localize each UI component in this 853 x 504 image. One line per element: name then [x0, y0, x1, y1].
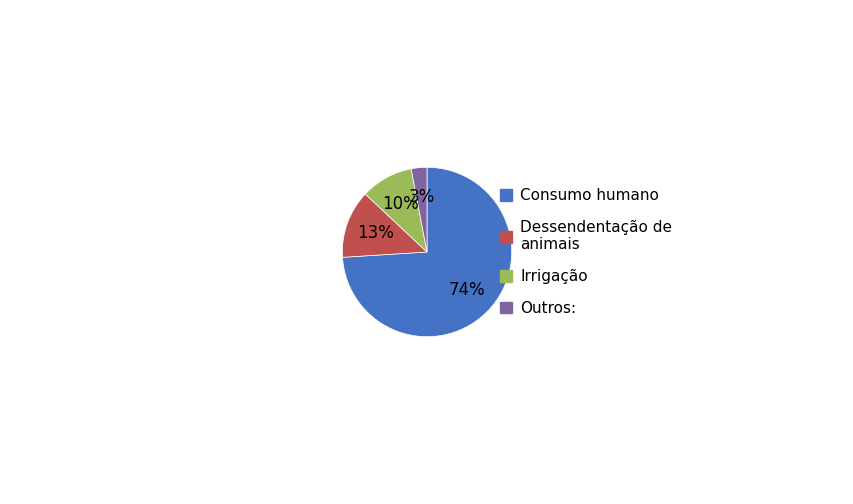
Text: 74%: 74% [449, 281, 485, 299]
Wedge shape [342, 194, 426, 258]
Text: 3%: 3% [409, 188, 434, 206]
Wedge shape [410, 167, 426, 252]
Text: 10%: 10% [381, 195, 418, 213]
Wedge shape [365, 169, 426, 252]
Legend: Consumo humano, Dessendentação de
animais, Irrigação, Outros:: Consumo humano, Dessendentação de animai… [500, 188, 671, 316]
Wedge shape [342, 167, 511, 337]
Text: 13%: 13% [357, 224, 393, 242]
